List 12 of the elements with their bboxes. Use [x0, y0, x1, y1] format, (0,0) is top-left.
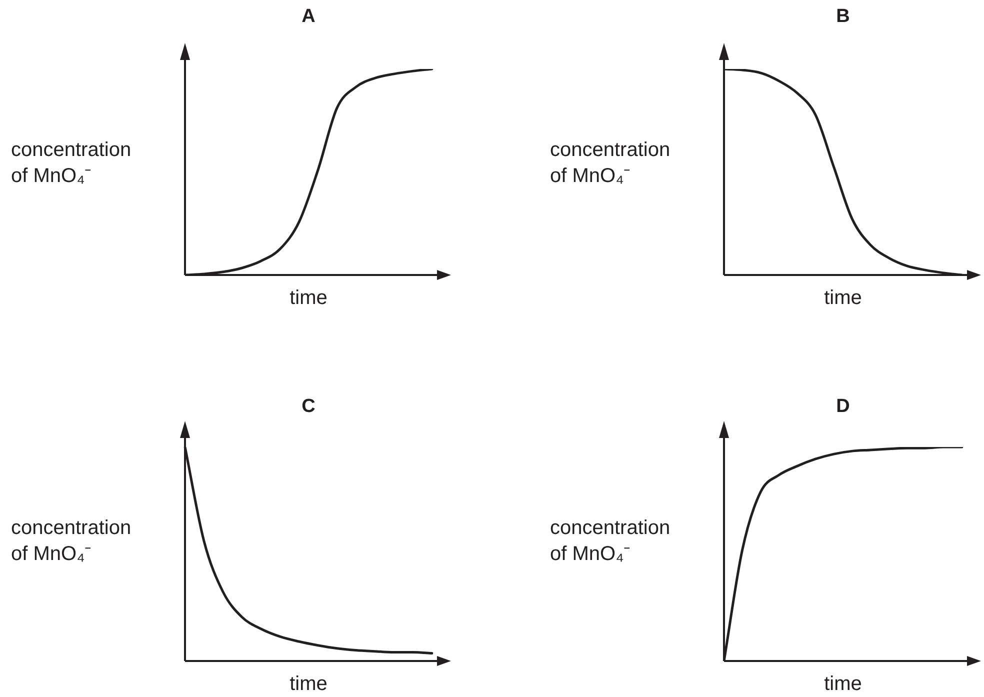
x-axis-title: time: [290, 673, 328, 696]
chart-title: A: [302, 6, 316, 28]
x-axis-title: time: [824, 287, 862, 310]
y-axis-title: concentration of MnO₄⁻: [550, 516, 672, 567]
chart-title: B: [836, 6, 850, 28]
x-axis-title: time: [824, 673, 862, 696]
y-axis-title: concentration of MnO₄⁻: [11, 516, 132, 567]
x-axis-title: time: [290, 287, 328, 310]
y-axis-title: concentration of MnO₄⁻: [11, 138, 132, 189]
chart-title: D: [836, 396, 850, 418]
chart-title: C: [302, 396, 316, 418]
y-axis-title: concentration of MnO₄⁻: [550, 138, 672, 189]
